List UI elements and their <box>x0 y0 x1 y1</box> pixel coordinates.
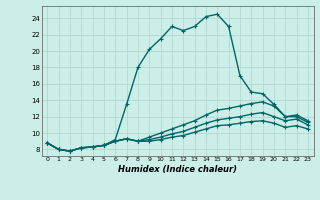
X-axis label: Humidex (Indice chaleur): Humidex (Indice chaleur) <box>118 165 237 174</box>
